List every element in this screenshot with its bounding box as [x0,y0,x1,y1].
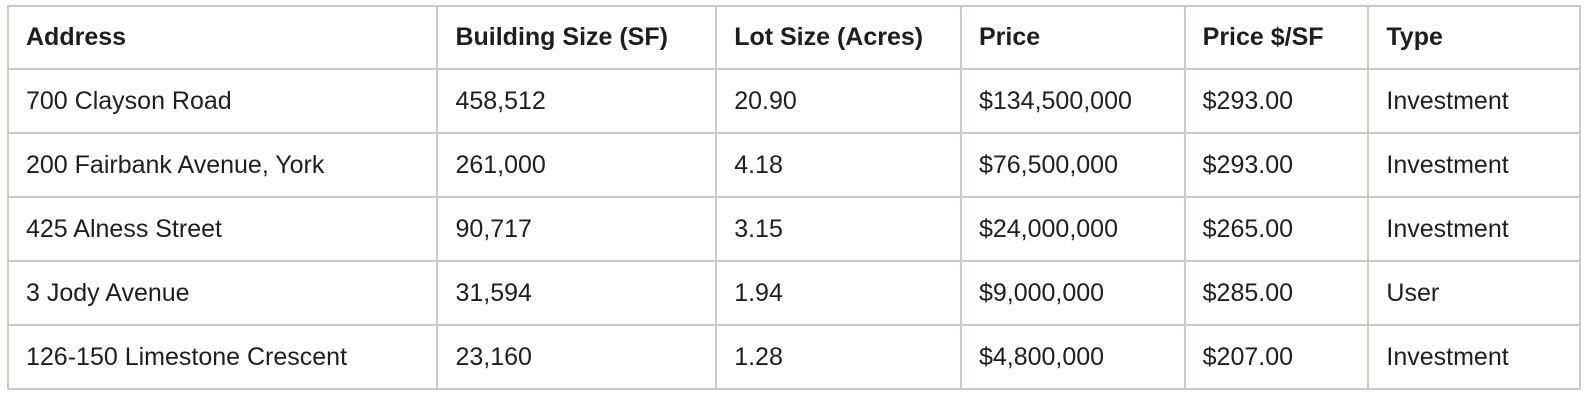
cell-type: Investment [1367,196,1581,262]
table-row: 126-150 Limestone Crescent 23,160 1.28 $4,8… [6,324,1581,390]
cell-type: Investment [1367,68,1581,134]
cell-building-size: 261,000 [436,132,718,198]
table-row: 700 Clayson Road 458,512 20.90 $134,500,000… [6,68,1581,134]
cell-type: User [1367,260,1581,326]
column-header-price-per-sf: Price $/SF [1183,5,1370,70]
cell-address: 3 Jody Avenue [6,260,439,326]
cell-building-size: 458,512 [436,68,718,134]
cell-address: 700 Clayson Road [6,68,439,134]
cell-building-size: 31,594 [436,260,718,326]
cell-type: Investment [1367,132,1581,198]
cell-price-per-sf: $293.00 [1183,132,1370,198]
cell-address: 200 Fairbank Avenue, York [6,132,439,198]
cell-lot-size: 1.28 [715,324,962,390]
header-row: Address Building Size (SF) Lot Size (Acres… [6,5,1581,70]
column-header-type: Type [1367,5,1581,70]
cell-price: $76,500,000 [959,132,1186,198]
column-header-lot-size: Lot Size (Acres) [715,5,962,70]
column-header-address: Address [6,5,439,70]
cell-lot-size: 20.90 [715,68,962,134]
cell-address: 425 Alness Street [6,196,439,262]
cell-price-per-sf: $207.00 [1183,324,1370,390]
cell-price: $4,800,000 [959,324,1186,390]
table-row: 200 Fairbank Avenue, York 261,000 4.18 $76,… [6,132,1581,198]
cell-lot-size: 3.15 [715,196,962,262]
cell-price-per-sf: $293.00 [1183,68,1370,134]
cell-building-size: 23,160 [436,324,718,390]
table-row: 425 Alness Street 90,717 3.15 $24,000,000 $2… [6,196,1581,262]
property-table: Address Building Size (SF) Lot Size (Acres… [6,5,1581,390]
cell-building-size: 90,717 [436,196,718,262]
column-header-price: Price [959,5,1186,70]
cell-price-per-sf: $265.00 [1183,196,1370,262]
cell-price: $9,000,000 [959,260,1186,326]
cell-lot-size: 1.94 [715,260,962,326]
column-header-building-size: Building Size (SF) [436,5,718,70]
cell-price: $134,500,000 [959,68,1186,134]
cell-price-per-sf: $285.00 [1183,260,1370,326]
cell-address: 126-150 Limestone Crescent [6,324,439,390]
cell-price: $24,000,000 [959,196,1186,262]
table-row: 3 Jody Avenue 31,594 1.94 $9,000,000 $285.00… [6,260,1581,326]
cell-lot-size: 4.18 [715,132,962,198]
cell-type: Investment [1367,324,1581,390]
